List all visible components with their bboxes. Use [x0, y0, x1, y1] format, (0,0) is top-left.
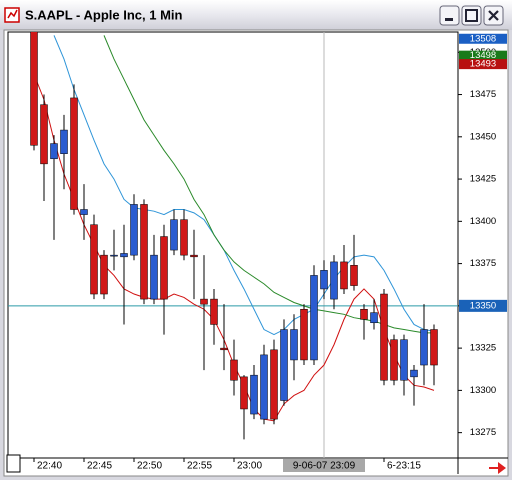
candle-body — [300, 308, 308, 361]
candle-body — [70, 97, 78, 210]
candle-body — [320, 270, 328, 290]
candle-body — [140, 204, 148, 300]
price-marker-label: 13493 — [470, 59, 496, 70]
candle-body — [240, 376, 248, 410]
price-marker-box — [459, 33, 507, 44]
candle-body — [230, 359, 238, 381]
button-frame — [461, 5, 482, 26]
candle-body — [420, 329, 428, 366]
y-tick-label: 13350 — [470, 300, 496, 311]
candle-body — [330, 261, 338, 300]
candle-body — [110, 254, 118, 257]
candle-body — [380, 293, 388, 381]
candle-body — [120, 253, 128, 258]
candle-body — [40, 104, 48, 165]
candle-body — [410, 369, 418, 378]
candle-body — [280, 329, 288, 401]
window-title: S.AAPL - Apple Inc, 1 Min — [25, 7, 183, 22]
candle-body — [390, 339, 398, 381]
scroll-box[interactable] — [6, 454, 21, 473]
cursor-price-box — [459, 299, 507, 312]
candle-body — [170, 219, 178, 251]
x-tick-label: 22:40 — [37, 461, 62, 472]
close-button[interactable] — [483, 5, 504, 26]
button-glyph — [488, 10, 499, 21]
candle-body — [310, 275, 318, 361]
price-marker-label: 13508 — [470, 33, 496, 44]
candle-body — [130, 204, 138, 256]
y-tick-label: 13325 — [470, 343, 496, 354]
candle-body — [60, 129, 68, 154]
candle-body — [400, 339, 408, 381]
candle-body — [260, 354, 268, 420]
app-icon-graph — [7, 9, 18, 19]
candle-body — [90, 224, 98, 295]
button-glyph — [465, 9, 478, 22]
title-bar — [0, 0, 512, 30]
cursor-time-box — [283, 459, 365, 472]
candle-body — [50, 143, 58, 160]
candle-body — [160, 236, 168, 300]
x-tick-label: 22:45 — [87, 461, 112, 472]
plot-layer — [8, 32, 458, 458]
y-tick-label: 13475 — [470, 89, 496, 100]
x-tick-label: 22:50 — [137, 461, 162, 472]
price-marker-box — [459, 59, 507, 70]
y-tick-label: 13275 — [470, 427, 496, 438]
y-tick-label: 13450 — [470, 131, 496, 142]
candle-body — [340, 261, 348, 290]
candle-body — [30, 32, 38, 146]
candle-body — [430, 329, 438, 366]
candle-body — [210, 298, 218, 325]
moving-average-line — [53, 35, 435, 336]
y-tick-label: 13400 — [470, 216, 496, 227]
price-marker-box — [459, 50, 507, 61]
candle-body — [150, 254, 158, 300]
candle-body — [190, 254, 198, 258]
plot-area — [7, 31, 459, 459]
y-tick-label: 13300 — [470, 385, 496, 396]
y-tick-label: 13425 — [470, 174, 496, 185]
scroll-right-arrow[interactable] — [489, 462, 506, 474]
cursor-time-label: 9-06-07 23:09 — [293, 461, 356, 472]
maximize-button[interactable] — [461, 5, 482, 26]
moving-average-line — [103, 35, 434, 334]
button-glyph — [445, 18, 453, 21]
candle-body — [270, 349, 278, 420]
candle-body — [220, 347, 228, 351]
candle-body — [100, 254, 108, 295]
candle-body — [180, 219, 188, 256]
y-tick-label: 13375 — [470, 258, 496, 269]
candle-body — [370, 312, 378, 324]
minimize-button[interactable] — [439, 5, 460, 26]
candle-body — [80, 209, 88, 215]
x-tick-label: 23:00 — [237, 461, 262, 472]
candle-body — [350, 265, 358, 286]
x-tick-label: 6-23:15 — [387, 461, 421, 472]
button-frame — [439, 5, 460, 26]
price-marker-label: 13498 — [470, 50, 496, 61]
candle-body — [250, 374, 258, 415]
candle-body — [200, 298, 208, 305]
x-tick-label: 22:55 — [187, 461, 212, 472]
candle-body — [360, 308, 368, 320]
candle-body — [290, 329, 298, 361]
axis-layer: 13275 13300 13325 13350 13375 13400 13425 13450… — [33, 33, 507, 472]
